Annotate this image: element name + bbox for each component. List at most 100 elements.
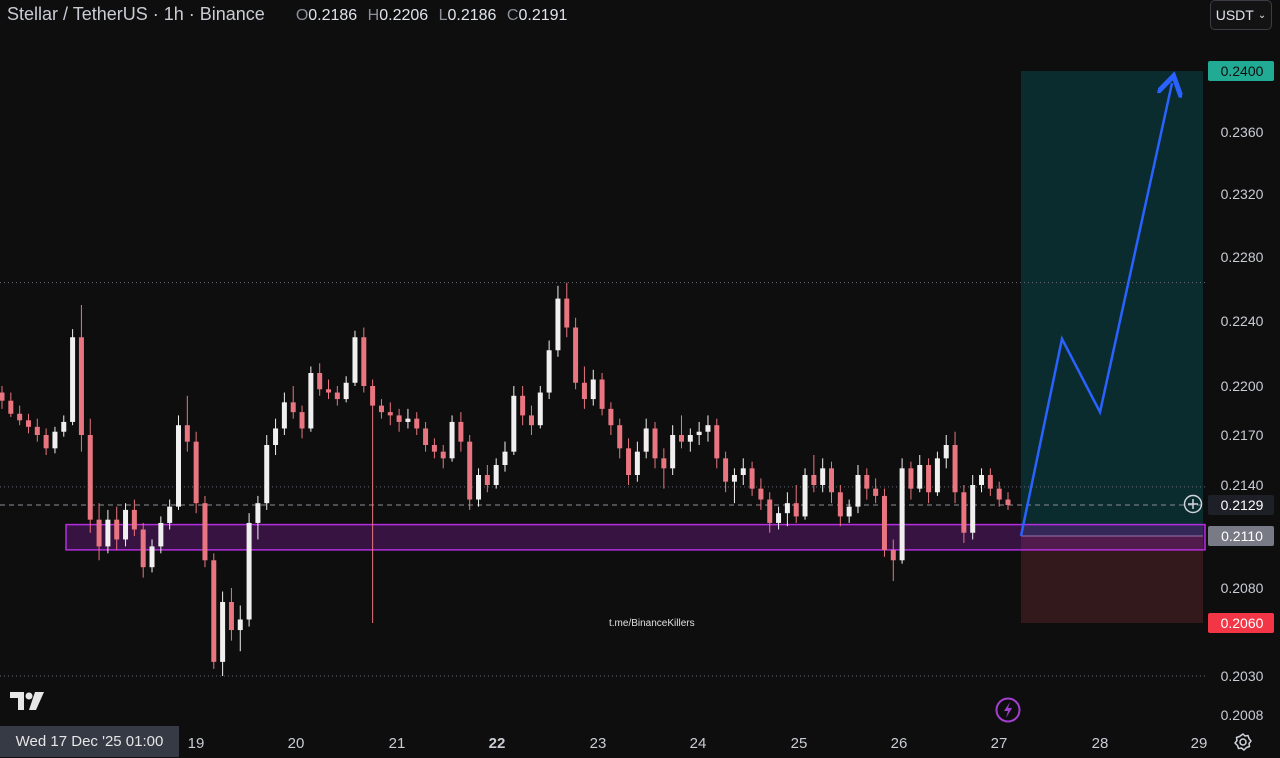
candle [299,405,305,439]
candle [467,435,473,510]
candle [590,369,596,406]
candle [793,485,799,523]
candle [228,588,234,641]
candle [370,379,376,623]
candle [281,392,287,435]
candle [634,441,640,482]
candle-body [705,425,711,432]
candle [511,386,517,455]
candle [290,386,296,419]
candle [423,421,429,452]
candle [114,506,120,550]
high-value: 0.2206 [379,7,429,24]
candle [414,412,420,435]
candle-body [96,519,102,547]
candle-body [52,431,58,449]
gear-icon[interactable] [1233,732,1253,752]
candle [705,415,711,442]
candle [767,492,773,533]
candle-body [678,435,684,442]
candle-body [255,503,261,523]
candle-body [590,379,596,400]
candle-body [520,395,526,416]
candle [484,465,490,493]
candle-body [652,428,658,459]
candle [802,468,808,520]
candle [564,282,570,338]
candle [378,399,384,419]
candle [61,415,67,437]
candle-body [264,445,270,504]
candle [264,435,270,510]
candle-body [246,522,252,620]
candle [237,605,243,652]
candle [167,499,173,530]
candle-body [149,546,155,568]
y-tick-label: 0.2170 [1221,427,1264,443]
candle-body [202,503,208,561]
candle-body [952,445,958,493]
candle [105,509,111,554]
candle-body [873,488,879,496]
candle [34,418,40,442]
candle [449,415,455,462]
candle-body [714,425,720,459]
plus-circle-icon[interactable] [1183,494,1203,514]
y-tick-label: 0.2320 [1221,186,1264,202]
x-tick-label: 29 [1191,735,1208,752]
current-price-label-bg [1208,495,1274,515]
current-price-label: 0.2129 [1221,497,1264,513]
candle-body [449,421,455,459]
currency-dropdown[interactable]: USDT ⌄ [1210,0,1272,30]
entry-price-label: 0.2110 [1221,528,1263,544]
candle-body [502,451,508,465]
candle [881,488,887,557]
candle-body [78,337,84,435]
x-tick-label: 28 [1092,735,1109,752]
candle [334,386,340,406]
candle-body [837,492,843,517]
candle-body [70,337,76,422]
candle-body [131,509,137,530]
candle-body [114,519,120,540]
candle-body [784,503,790,514]
candle [917,455,923,493]
candle [961,485,967,543]
candle [837,485,843,527]
chevron-down-icon: ⌄ [1257,9,1267,21]
candle-body [334,392,340,400]
candle [246,513,252,627]
candle [555,285,561,357]
candle-body [387,412,393,416]
candle-body [723,458,729,482]
y-tick-label: 0.2140 [1221,477,1264,493]
open-value: 0.2186 [308,7,358,24]
lightning-icon[interactable] [995,697,1021,723]
candle-body [793,503,799,517]
candle-body [996,488,1002,500]
candle [123,503,129,547]
candle-body [970,485,976,533]
candle [899,458,905,564]
currency-label: USDT [1215,7,1254,23]
candle-body [34,426,40,435]
candle [784,492,790,527]
candle-body [484,475,490,485]
candle-body [378,405,384,413]
candle [643,418,649,459]
candle-body [943,445,949,459]
candle-body [308,373,314,429]
watermark-text: t.me/BinanceKillers [609,618,695,629]
candle [255,495,261,540]
candle-body [343,382,349,400]
tradingview-logo-icon [10,690,46,716]
x-tick-label: 23 [590,735,607,752]
symbol-legend: Stellar / TetherUS · 1h · Binance O0.218… [7,4,567,25]
candle-body [352,337,358,383]
x-tick-label: 19 [188,735,205,752]
candle [476,468,482,507]
candle-body [617,425,623,449]
candle-body [43,435,49,449]
candle-body [405,418,411,422]
